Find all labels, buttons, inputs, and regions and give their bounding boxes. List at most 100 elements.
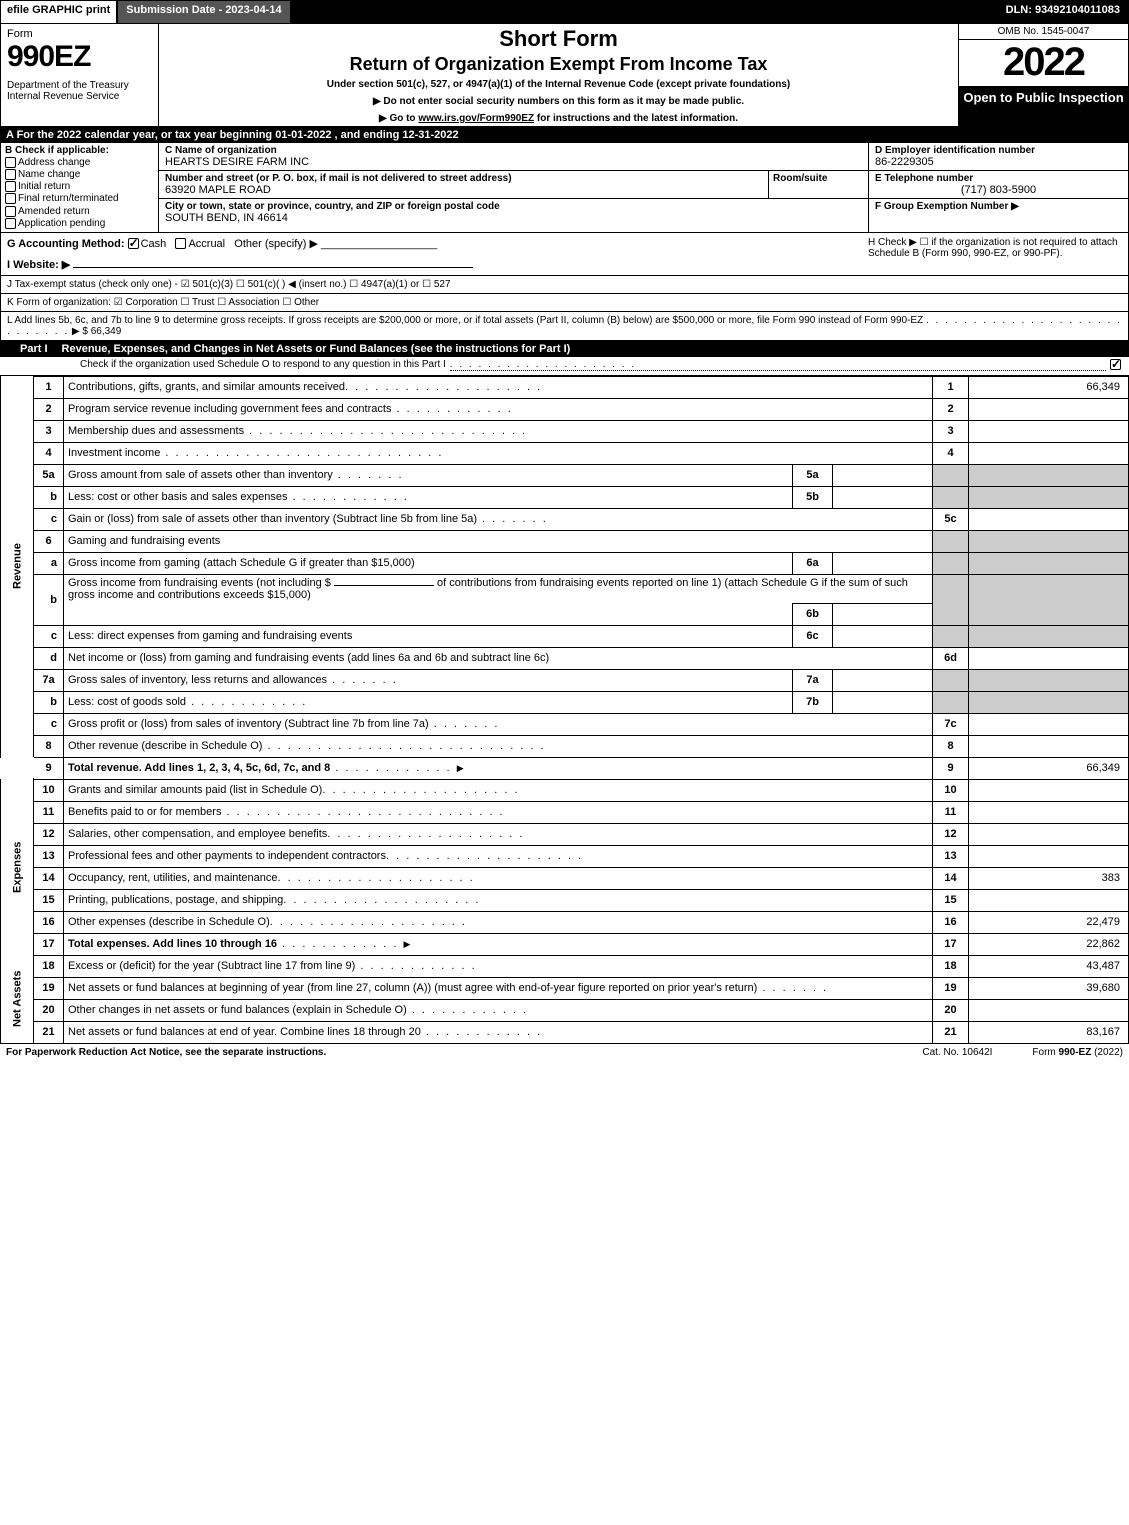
sub-key: 6b xyxy=(793,603,833,625)
line-num: 5a xyxy=(34,464,64,486)
shade xyxy=(969,530,1129,552)
arrow-icon xyxy=(401,938,412,950)
dots xyxy=(450,359,1106,371)
form-header: Form 990EZ Department of the Treasury In… xyxy=(0,24,1129,127)
line-amt xyxy=(969,420,1129,442)
line-desc: Professional fees and other payments to … xyxy=(64,845,933,867)
col-de: D Employer identification number 86-2229… xyxy=(868,143,1128,232)
header-right: OMB No. 1545-0047 2022 Open to Public In… xyxy=(958,24,1128,126)
schedule-o-checkbox[interactable] xyxy=(1110,359,1123,373)
tel-cell: E Telephone number (717) 803-5900 xyxy=(869,171,1128,199)
subtitle: Under section 501(c), 527, or 4947(a)(1)… xyxy=(165,79,952,90)
footer-right: Form 990-EZ (2022) xyxy=(1032,1047,1123,1058)
street-label: Number and street (or P. O. box, if mail… xyxy=(165,173,768,184)
line-num: 15 xyxy=(34,889,64,911)
header-left: Form 990EZ Department of the Treasury In… xyxy=(1,24,159,126)
cb-cash[interactable] xyxy=(128,238,139,249)
shade xyxy=(933,486,969,508)
block-bcde: B Check if applicable: Address change Na… xyxy=(0,143,1129,233)
sub-val xyxy=(833,603,933,625)
line-num: d xyxy=(34,647,64,669)
street: 63920 MAPLE ROAD xyxy=(165,184,768,196)
row-ghi: G Accounting Method: Cash Accrual Other … xyxy=(0,233,1129,276)
line-key: 7c xyxy=(933,713,969,735)
line-amt xyxy=(969,823,1129,845)
line-desc: Excess or (deficit) for the year (Subtra… xyxy=(64,955,933,977)
cb-accrual[interactable] xyxy=(175,238,186,249)
sub-key: 6a xyxy=(793,552,833,574)
line-key: 2 xyxy=(933,398,969,420)
form-number: 990EZ xyxy=(7,40,152,74)
contrib-blank[interactable] xyxy=(334,585,434,586)
line-desc: Net assets or fund balances at beginning… xyxy=(64,977,933,999)
sub-val xyxy=(833,552,933,574)
ein-label: D Employer identification number xyxy=(875,145,1122,156)
line-num: 6 xyxy=(34,530,64,552)
line-key: 1 xyxy=(933,376,969,398)
line-key: 21 xyxy=(933,1021,969,1043)
cb-initial-return[interactable]: Initial return xyxy=(5,181,154,192)
line-desc: Net income or (loss) from gaming and fun… xyxy=(64,647,933,669)
org-name-cell: C Name of organization HEARTS DESIRE FAR… xyxy=(159,143,868,171)
shade xyxy=(933,464,969,486)
line-num: 1 xyxy=(34,376,64,398)
line-amt xyxy=(969,508,1129,530)
cb-name-change[interactable]: Name change xyxy=(5,169,154,180)
line-amt xyxy=(969,999,1129,1021)
line-num: 9 xyxy=(34,757,64,779)
cb-address-change[interactable]: Address change xyxy=(5,157,154,168)
sub-key: 7b xyxy=(793,691,833,713)
row-l-text: L Add lines 5b, 6c, and 7b to line 9 to … xyxy=(7,315,923,326)
line-num: 11 xyxy=(34,801,64,823)
col-c-org: C Name of organization HEARTS DESIRE FAR… xyxy=(159,143,868,232)
website-line[interactable] xyxy=(73,267,473,268)
ein-cell: D Employer identification number 86-2229… xyxy=(869,143,1128,171)
line-num: 3 xyxy=(34,420,64,442)
line-key: 19 xyxy=(933,977,969,999)
shade xyxy=(969,464,1129,486)
row-g: G Accounting Method: Cash Accrual Other … xyxy=(7,237,862,250)
cb-application-pending[interactable]: Application pending xyxy=(5,218,154,229)
line-desc: Program service revenue including govern… xyxy=(64,398,933,420)
shade xyxy=(933,552,969,574)
note-link: ▶ Go to www.irs.gov/Form990EZ for instru… xyxy=(165,113,952,124)
line-num: 10 xyxy=(34,779,64,801)
line-key: 8 xyxy=(933,735,969,757)
org-street-cell: Number and street (or P. O. box, if mail… xyxy=(159,171,868,199)
cb-final-return[interactable]: Final return/terminated xyxy=(5,193,154,204)
line-desc: Gain or (loss) from sale of assets other… xyxy=(64,508,933,530)
city: SOUTH BEND, IN 46614 xyxy=(165,212,862,224)
spacer xyxy=(1,757,34,779)
line-key: 9 xyxy=(933,757,969,779)
arrow-icon xyxy=(455,762,466,774)
other-line[interactable]: ___________________ xyxy=(321,238,437,250)
shade xyxy=(969,691,1129,713)
website-label: I Website: ▶ xyxy=(7,259,70,271)
line-amt: 39,680 xyxy=(969,977,1129,999)
line-amt: 43,487 xyxy=(969,955,1129,977)
shade xyxy=(933,625,969,647)
top-bar: efile GRAPHIC print Submission Date - 20… xyxy=(0,0,1129,24)
omb-number: OMB No. 1545-0047 xyxy=(959,24,1128,40)
section-revenue: Revenue xyxy=(1,376,34,757)
shade xyxy=(969,625,1129,647)
line-key: 10 xyxy=(933,779,969,801)
line-num: c xyxy=(34,508,64,530)
irs-link[interactable]: www.irs.gov/Form990EZ xyxy=(418,113,534,124)
line-amt: 66,349 xyxy=(969,757,1129,779)
line-num: a xyxy=(34,552,64,574)
line-desc: Printing, publications, postage, and shi… xyxy=(64,889,933,911)
line-amt: 22,479 xyxy=(969,911,1129,933)
line-desc: Less: cost or other basis and sales expe… xyxy=(64,486,793,508)
line-key: 12 xyxy=(933,823,969,845)
org-name: HEARTS DESIRE FARM INC xyxy=(165,156,862,168)
line-amt xyxy=(969,735,1129,757)
efile-print-label[interactable]: efile GRAPHIC print xyxy=(1,1,116,23)
shade xyxy=(969,574,1129,625)
header-center: Short Form Return of Organization Exempt… xyxy=(159,24,958,126)
line-num: b xyxy=(34,574,64,625)
line-num: c xyxy=(34,625,64,647)
line-amt xyxy=(969,845,1129,867)
cb-amended-return[interactable]: Amended return xyxy=(5,206,154,217)
line-desc: Salaries, other compensation, and employ… xyxy=(64,823,933,845)
